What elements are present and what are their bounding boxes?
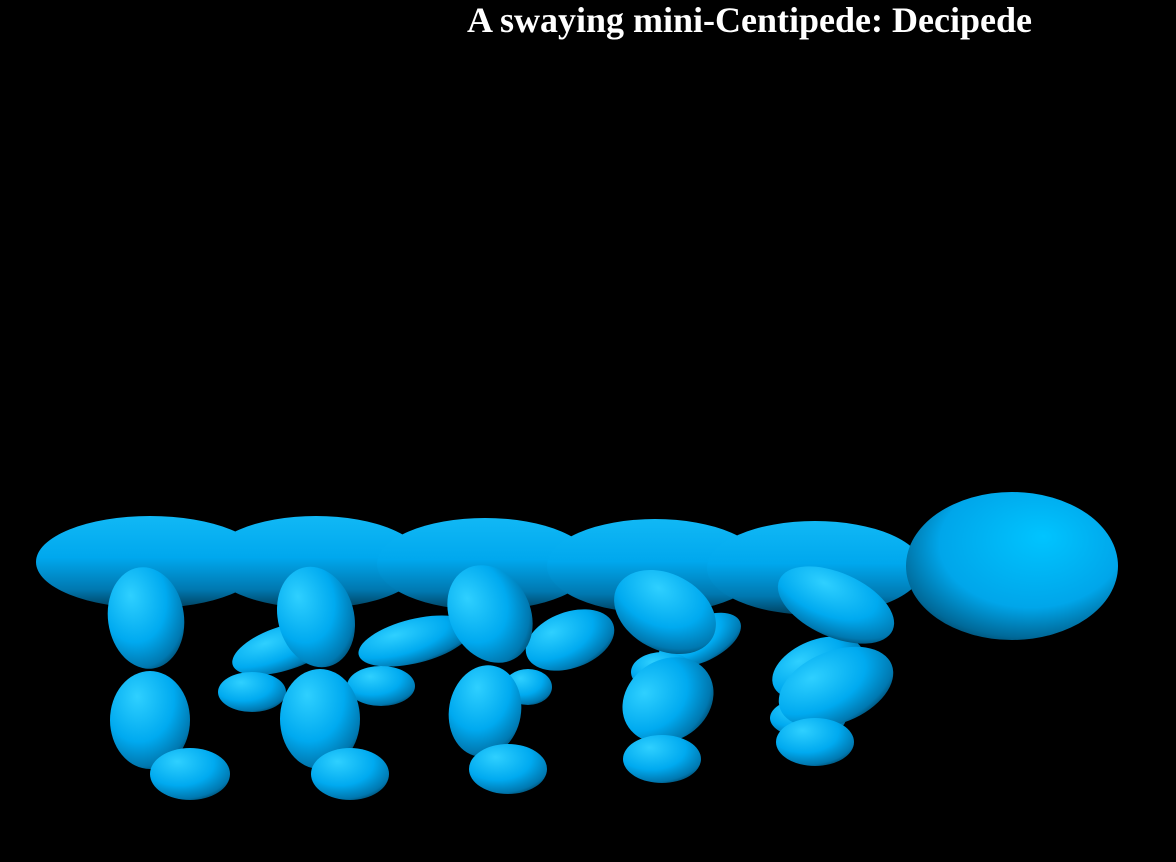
centipede-head (906, 492, 1118, 640)
near-leg-upper (614, 569, 716, 655)
near-leg-upper (276, 566, 356, 668)
near-leg-foot (623, 735, 701, 783)
near-leg-foot (776, 718, 854, 766)
near-leg-lower (448, 665, 522, 757)
centipede-body (36, 492, 1118, 640)
near-leg-lower (280, 669, 360, 769)
far-leg-upper (525, 609, 615, 671)
near-leg-foot (150, 748, 230, 800)
near-legs (107, 565, 895, 800)
near-leg-upper (447, 565, 533, 663)
near-leg-upper (777, 566, 895, 644)
far-leg-foot (347, 666, 415, 706)
near-leg-upper (107, 567, 185, 669)
page-title: A swaying mini-Centipede: Decipede (467, 0, 1032, 40)
near-leg-lower (622, 657, 714, 743)
near-leg-foot (311, 748, 389, 800)
far-leg-upper (358, 615, 472, 667)
near-leg-lower (778, 646, 894, 728)
near-leg-foot (469, 744, 547, 794)
far-leg-foot (218, 672, 286, 712)
body-segment (377, 518, 593, 610)
near-leg-lower (110, 671, 190, 769)
body-segment (36, 516, 264, 608)
body-segment (208, 516, 424, 608)
body-segment (547, 519, 763, 613)
